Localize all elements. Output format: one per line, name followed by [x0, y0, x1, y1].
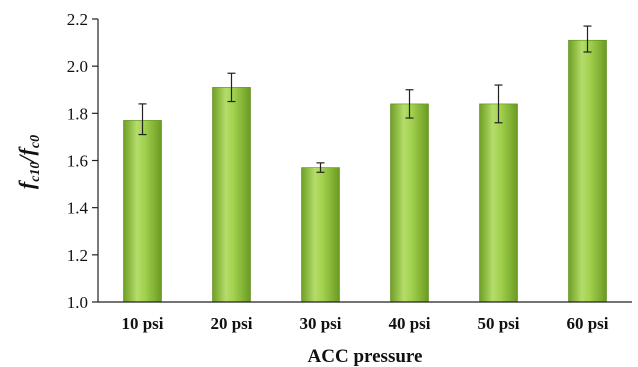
error-bar-50-psi — [494, 84, 503, 124]
y-tick-label: 1.8 — [67, 104, 88, 123]
x-tick-label: 50 psi — [477, 314, 519, 333]
x-tick-label: 30 psi — [299, 314, 341, 333]
x-tick-label: 40 psi — [388, 314, 430, 333]
y-axis-title-sep: / — [14, 154, 39, 164]
bar-50-psi — [479, 103, 518, 303]
error-bar-30-psi — [316, 162, 325, 173]
y-tick-label: 1.0 — [67, 293, 88, 312]
y-axis-title-main1: f — [14, 179, 39, 189]
y-axis-title-sub2: c0 — [28, 135, 43, 148]
error-bar-10-psi — [138, 103, 147, 136]
bars-layer — [123, 39, 607, 303]
x-tick-label: 10 psi — [121, 314, 163, 333]
error-bar-40-psi — [405, 89, 414, 119]
y-tick-label: 2.0 — [67, 57, 88, 76]
bar-30-psi — [301, 167, 340, 303]
bar-40-psi — [390, 103, 429, 303]
y-tick-label: 1.2 — [67, 246, 88, 265]
y-axis-title: fc10/fc0 — [14, 135, 43, 189]
bar-10-psi — [123, 120, 162, 303]
error-bars-layer — [138, 25, 592, 173]
y-axis-title-sub1: c10 — [28, 162, 43, 182]
bar-60-psi — [568, 39, 607, 303]
x-category-labels: 10 psi 20 psi 30 psi 40 psi 50 psi 60 psi — [121, 314, 608, 333]
y-tick-label: 2.2 — [67, 10, 88, 29]
y-ticks-layer: 1.0 1.2 1.4 1.6 1.8 2.0 2.2 — [67, 10, 98, 312]
error-bar-20-psi — [227, 72, 236, 103]
x-axis-title: ACC pressure — [308, 346, 423, 367]
y-axis-title-main2: f — [14, 145, 39, 155]
bar-20-psi — [212, 87, 251, 303]
x-tick-label: 20 psi — [210, 314, 252, 333]
y-tick-label: 1.4 — [67, 199, 89, 218]
error-bar-60-psi — [583, 25, 592, 53]
y-tick-label: 1.6 — [67, 152, 88, 171]
x-tick-label: 60 psi — [566, 314, 608, 333]
